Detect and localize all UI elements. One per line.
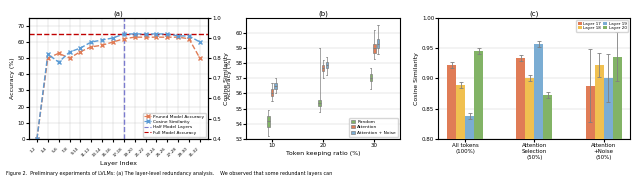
Bar [543,95,552,139]
PathPatch shape [271,89,273,96]
Bar [604,78,612,139]
Legend: Pruned Model Accuracy, Cosine Similarity, Half Model Layers, Full Model Accuracy: Pruned Model Accuracy, Cosine Similarity… [143,113,206,137]
X-axis label: Layer Index: Layer Index [100,161,137,166]
Bar [612,57,621,139]
PathPatch shape [318,100,321,106]
Title: (a): (a) [113,10,124,17]
Y-axis label: Cosine Similarity: Cosine Similarity [414,52,419,105]
Text: Figure 2.  Preliminary experiments of LVLMs: (a) The layer-level redundancy anal: Figure 2. Preliminary experiments of LVL… [6,171,333,176]
PathPatch shape [369,74,372,81]
Bar [595,65,604,139]
PathPatch shape [275,83,277,89]
Legend: Random, Attention, Attention + Noise: Random, Attention, Attention + Noise [349,118,398,137]
Bar [465,116,474,139]
Bar [534,44,543,139]
Bar [474,51,483,139]
X-axis label: Token keeping ratio (%): Token keeping ratio (%) [286,151,360,156]
PathPatch shape [267,116,269,127]
Title: (b): (b) [318,10,328,17]
Bar [586,86,595,139]
Legend: Layer 17, Layer 18, Layer 19, Layer 20: Layer 17, Layer 18, Layer 19, Layer 20 [576,20,628,32]
Bar [525,78,534,139]
PathPatch shape [326,62,328,68]
PathPatch shape [322,65,324,71]
Bar [456,85,465,139]
Y-axis label: Accuracy (%): Accuracy (%) [227,57,232,99]
Title: (c): (c) [530,10,539,17]
Y-axis label: Cosine Similarity: Cosine Similarity [224,52,228,105]
Bar [447,65,456,139]
Y-axis label: Accuracy (%): Accuracy (%) [10,57,15,99]
PathPatch shape [377,39,380,48]
PathPatch shape [373,44,376,53]
Bar [516,58,525,139]
